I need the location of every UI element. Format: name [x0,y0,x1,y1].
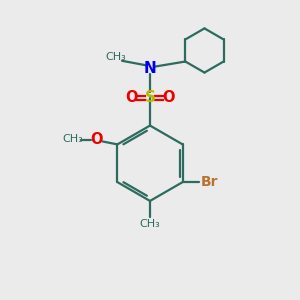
Text: O: O [162,90,175,105]
Text: CH₃: CH₃ [105,52,126,62]
Text: O: O [125,90,138,105]
Text: O: O [91,133,103,148]
Text: S: S [145,90,155,105]
Text: N: N [144,61,156,76]
Text: CH₃: CH₃ [140,219,160,229]
Text: CH₃: CH₃ [62,134,83,144]
Text: Br: Br [201,175,218,189]
